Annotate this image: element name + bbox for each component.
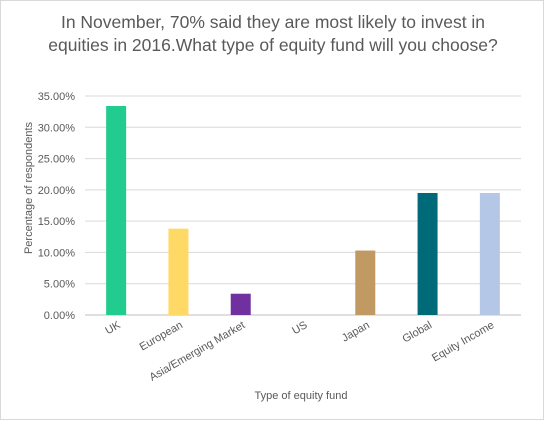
bar xyxy=(106,106,127,315)
bar xyxy=(230,293,251,315)
y-tick-label: 15.00% xyxy=(38,216,76,228)
x-tick-label: Global xyxy=(401,319,435,345)
bar xyxy=(168,228,189,315)
x-tick-label: European xyxy=(138,319,185,353)
y-tick-label: 20.00% xyxy=(38,185,76,197)
y-tick-label: 10.00% xyxy=(38,247,76,259)
x-tick-label: US xyxy=(290,319,309,337)
y-tick-label: 5.00% xyxy=(44,279,75,291)
bar xyxy=(355,250,376,315)
chart-title: In November, 70% said they are most like… xyxy=(48,12,498,55)
x-tick-label: Japan xyxy=(340,319,372,344)
y-tick-label: 25.00% xyxy=(38,154,76,166)
y-tick-label: 30.00% xyxy=(38,122,76,134)
x-axis-title: Type of equity fund xyxy=(254,390,348,402)
x-tick-label: UK xyxy=(103,319,123,337)
x-tick-label: Equity Income xyxy=(430,319,496,364)
bar xyxy=(479,192,500,315)
y-tick-label: 35.00% xyxy=(38,91,76,103)
bar xyxy=(417,192,438,315)
y-tick-label: 0.00% xyxy=(44,310,75,322)
